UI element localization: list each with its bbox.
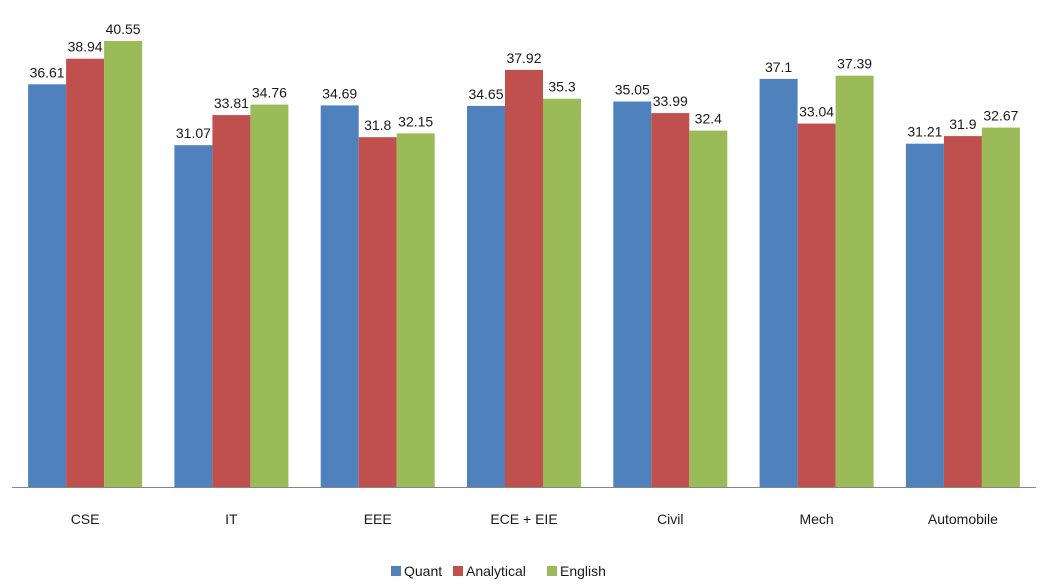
data-label-quant-cse: 36.61 (30, 64, 65, 80)
data-label-quant-mech: 37.1 (765, 59, 792, 75)
legend-swatch-analytical (453, 566, 463, 576)
bar-analytical-it (212, 115, 251, 487)
bar-quant-ece-eie (467, 105, 505, 488)
data-label-quant-ece-eie: 34.65 (468, 86, 503, 102)
bar-quant-cse (28, 84, 67, 488)
data-label-english-it: 34.76 (252, 85, 287, 101)
data-label-analytical-eee: 31.8 (364, 117, 391, 133)
x-tick-labels-group: CSE IT EEE ECE + EIE Civil Mech Automobile (71, 511, 998, 527)
data-label-english-mech: 37.39 (837, 56, 872, 72)
data-label-analytical-mech: 33.04 (799, 104, 834, 120)
x-tick-label-eee: EEE (364, 511, 392, 527)
bars-group (28, 41, 1020, 488)
data-label-english-automobile: 32.67 (983, 108, 1018, 124)
data-labels-group: 36.61 31.07 34.69 34.65 35.05 37.1 31.21 38.94 3… (30, 21, 1019, 141)
bar-quant-it (174, 145, 213, 487)
legend-label-quant: Quant (404, 563, 442, 579)
data-label-analytical-automobile: 31.9 (949, 116, 976, 132)
bar-english-automobile (981, 127, 1020, 487)
x-tick-label-civil: Civil (657, 511, 683, 527)
data-label-quant-automobile: 31.21 (907, 124, 942, 140)
data-label-quant-civil: 35.05 (615, 82, 650, 98)
legend-swatch-quant (391, 566, 401, 576)
bar-analytical-civil (651, 113, 690, 487)
data-label-english-ece-eie: 35.3 (548, 79, 575, 95)
bar-quant-automobile (905, 143, 944, 487)
data-label-quant-eee: 34.69 (322, 85, 357, 101)
data-label-english-civil: 32.4 (695, 111, 722, 127)
bar-analytical-automobile (943, 136, 982, 487)
legend-label-analytical: Analytical (466, 563, 526, 579)
legend: Quant Analytical English (391, 563, 606, 579)
legend-swatch-english (547, 566, 557, 576)
bar-english-eee (396, 133, 435, 487)
data-label-english-cse: 40.55 (106, 21, 141, 37)
bar-analytical-cse (66, 58, 105, 487)
x-tick-label-mech: Mech (799, 511, 833, 527)
data-label-quant-it: 31.07 (176, 125, 211, 141)
bar-quant-eee (320, 105, 359, 488)
data-label-analytical-ece-eie: 37.92 (506, 50, 541, 66)
x-tick-label-ece-eie: ECE + EIE (490, 511, 557, 527)
data-label-analytical-it: 33.81 (214, 95, 249, 111)
legend-label-english: English (560, 563, 606, 579)
x-tick-label-automobile: Automobile (928, 511, 998, 527)
x-tick-label-cse: CSE (71, 511, 100, 527)
bar-analytical-ece-eie (505, 69, 543, 488)
bar-english-it (250, 104, 289, 487)
bar-english-mech (835, 75, 874, 487)
bar-quant-civil (613, 101, 652, 487)
bar-english-cse (104, 41, 143, 487)
bar-quant-mech (759, 78, 798, 488)
x-tick-label-it: IT (225, 511, 238, 527)
bar-english-ece-eie (543, 98, 581, 487)
bar-analytical-eee (358, 137, 397, 487)
bar-analytical-mech (797, 123, 836, 487)
data-label-analytical-cse: 38.94 (68, 39, 103, 55)
bar-english-civil (689, 130, 728, 487)
data-label-english-eee: 32.15 (398, 113, 433, 129)
data-label-analytical-civil: 33.99 (653, 93, 688, 109)
